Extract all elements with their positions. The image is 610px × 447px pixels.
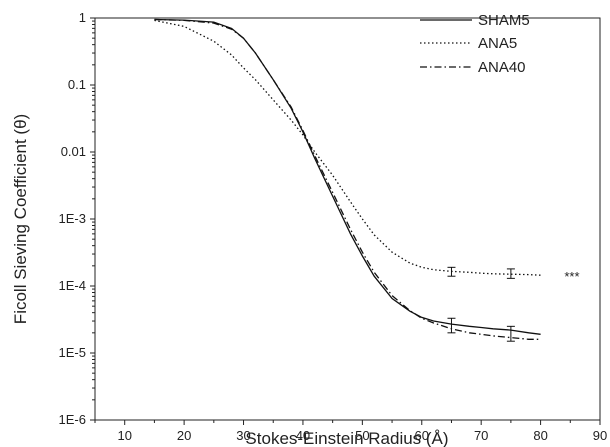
x-tick-label: 10	[117, 428, 131, 443]
y-axis-title: Ficoll Sieving Coefficient (θ)	[11, 114, 30, 324]
x-axis-title: Stokes-Einstein Radius (Å)	[245, 429, 448, 447]
y-tick-label: 1E-5	[59, 345, 86, 360]
y-tick-label: 0.1	[68, 77, 86, 92]
x-tick-label: 40	[296, 428, 310, 443]
plot-area	[94, 17, 601, 421]
x-axis: 10 20 30 40 50 60 70 80 90	[94, 420, 607, 443]
series-line-ana40	[154, 18, 541, 340]
x-tick-label: 80	[533, 428, 547, 443]
x-tick-label: 70	[474, 428, 488, 443]
legend: SHAM5 ANA5 ANA40	[420, 12, 530, 76]
error-bar-sham5	[506, 325, 515, 342]
y-tick-label: 1E-6	[59, 412, 86, 427]
legend-label-ana5: ANA5	[478, 35, 517, 52]
y-tick-label: 1E-3	[59, 211, 86, 226]
y-axis: 1 0.1 0.01 1E-3 1E-4 1E-5 1E-6	[59, 10, 95, 427]
legend-label-ana40: ANA40	[478, 59, 526, 76]
x-tick-label: 90	[593, 428, 607, 443]
y-tick-label: 1	[79, 10, 86, 25]
y-tick-label: 0.01	[61, 144, 86, 159]
significance-annotation: ***	[564, 269, 579, 284]
error-bars	[447, 266, 515, 342]
error-bar-ana5	[447, 266, 456, 277]
series-layer	[154, 18, 541, 340]
x-tick-label: 50	[355, 428, 369, 443]
x-tick-label: 20	[177, 428, 191, 443]
error-bar-ana5	[506, 268, 515, 279]
x-tick-label: 30	[236, 428, 250, 443]
x-tick-label: 60	[415, 428, 429, 443]
y-tick-label: 1E-4	[59, 278, 86, 293]
legend-label-sham5: SHAM5	[478, 12, 530, 29]
error-bar-sham5	[447, 317, 456, 334]
series-line-ana5	[154, 19, 541, 276]
